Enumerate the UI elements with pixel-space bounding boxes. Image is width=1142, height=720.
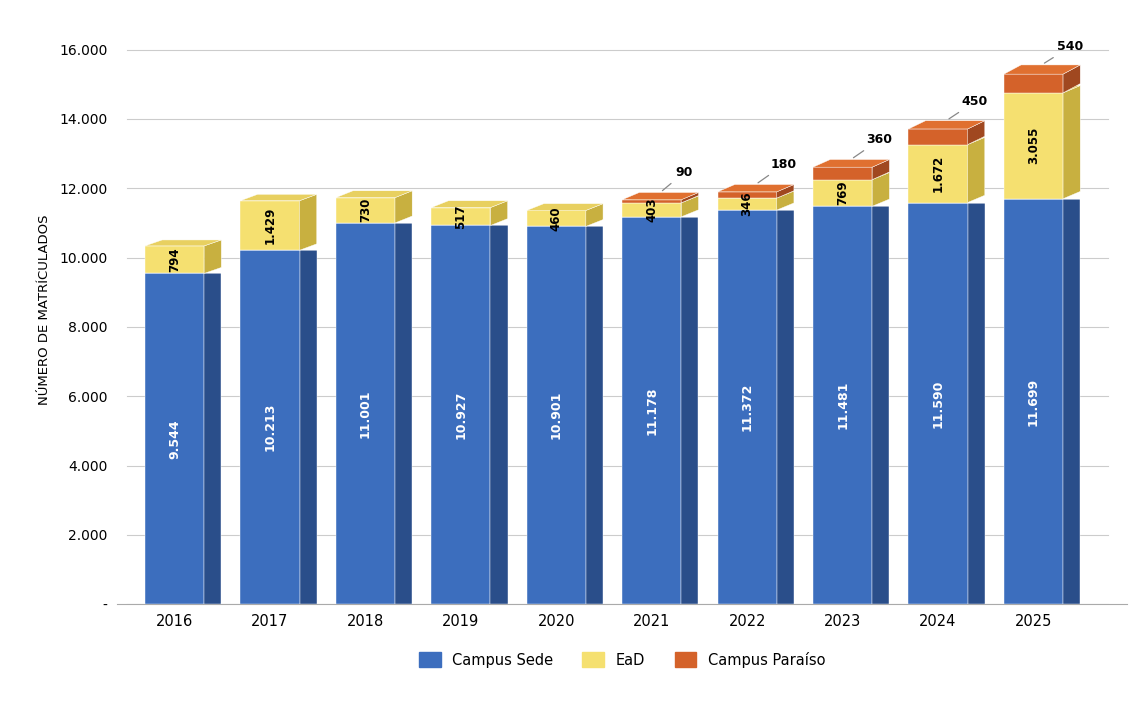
- Polygon shape: [717, 191, 794, 198]
- Text: 1.429: 1.429: [264, 207, 276, 244]
- Text: 11.001: 11.001: [359, 390, 372, 438]
- Text: 11.699: 11.699: [1027, 377, 1040, 426]
- Text: 794: 794: [168, 248, 182, 272]
- Bar: [336, 197, 395, 223]
- Polygon shape: [622, 196, 699, 203]
- Bar: [622, 203, 682, 217]
- Bar: [526, 210, 586, 226]
- Polygon shape: [872, 173, 890, 207]
- Bar: [145, 274, 204, 604]
- Bar: [432, 207, 490, 225]
- Polygon shape: [813, 173, 890, 179]
- Text: 10.213: 10.213: [264, 403, 276, 451]
- Polygon shape: [967, 121, 984, 145]
- Bar: [432, 225, 490, 604]
- Bar: [240, 251, 299, 604]
- Y-axis label: NÚMERO DE MATRÍCULADOS: NÚMERO DE MATRÍCULADOS: [38, 215, 51, 405]
- Polygon shape: [908, 121, 984, 129]
- Bar: [908, 202, 967, 604]
- Bar: [813, 207, 872, 604]
- Bar: [622, 217, 682, 604]
- Polygon shape: [682, 196, 699, 217]
- Polygon shape: [490, 201, 507, 225]
- Polygon shape: [145, 240, 222, 246]
- Polygon shape: [1063, 199, 1080, 604]
- Polygon shape: [777, 184, 794, 198]
- Text: 11.372: 11.372: [741, 383, 754, 431]
- Polygon shape: [1004, 65, 1080, 74]
- Polygon shape: [777, 210, 794, 604]
- Polygon shape: [813, 160, 890, 167]
- Bar: [908, 145, 967, 202]
- Text: 346: 346: [741, 192, 754, 217]
- Bar: [336, 223, 395, 604]
- Text: 403: 403: [645, 197, 658, 222]
- Text: 360: 360: [853, 133, 892, 158]
- Polygon shape: [717, 184, 794, 192]
- Polygon shape: [299, 194, 316, 251]
- Text: 517: 517: [455, 204, 467, 229]
- Bar: [813, 179, 872, 207]
- Polygon shape: [872, 207, 890, 604]
- Bar: [1004, 199, 1063, 604]
- Polygon shape: [1004, 86, 1080, 93]
- Polygon shape: [299, 251, 316, 604]
- Polygon shape: [586, 204, 603, 226]
- Text: 9.544: 9.544: [168, 419, 182, 459]
- Bar: [1004, 93, 1063, 199]
- Polygon shape: [432, 201, 507, 207]
- Polygon shape: [682, 192, 699, 203]
- Text: 1.672: 1.672: [932, 155, 944, 192]
- Polygon shape: [395, 223, 412, 604]
- Text: 11.178: 11.178: [645, 387, 658, 435]
- Text: 730: 730: [359, 198, 372, 222]
- Polygon shape: [490, 225, 507, 604]
- Polygon shape: [395, 191, 412, 223]
- Polygon shape: [682, 217, 699, 604]
- Polygon shape: [622, 192, 699, 199]
- Text: 769: 769: [836, 181, 850, 205]
- Text: 540: 540: [1045, 40, 1084, 63]
- Bar: [813, 167, 872, 179]
- Polygon shape: [872, 160, 890, 179]
- Bar: [717, 210, 777, 604]
- Text: 180: 180: [758, 158, 797, 183]
- Bar: [908, 129, 967, 145]
- Text: 90: 90: [662, 166, 693, 191]
- Polygon shape: [967, 202, 984, 604]
- Text: 3.055: 3.055: [1027, 127, 1040, 164]
- Polygon shape: [204, 274, 222, 604]
- Legend: Campus Sede, EaD, Campus Paraíso: Campus Sede, EaD, Campus Paraíso: [412, 646, 831, 673]
- Polygon shape: [336, 191, 412, 197]
- Polygon shape: [240, 194, 316, 201]
- Text: 460: 460: [549, 206, 563, 230]
- Bar: [717, 192, 777, 198]
- Polygon shape: [586, 226, 603, 604]
- Bar: [526, 226, 586, 604]
- Polygon shape: [777, 191, 794, 210]
- Text: 11.481: 11.481: [836, 381, 850, 429]
- Text: 11.590: 11.590: [932, 379, 944, 428]
- Bar: [1004, 74, 1063, 93]
- Polygon shape: [1063, 65, 1080, 93]
- Bar: [145, 246, 204, 274]
- Text: 450: 450: [949, 95, 988, 119]
- Polygon shape: [908, 138, 984, 145]
- Bar: [717, 198, 777, 210]
- Polygon shape: [967, 138, 984, 202]
- Polygon shape: [1063, 86, 1080, 199]
- Polygon shape: [526, 204, 603, 210]
- Text: 10.901: 10.901: [549, 391, 563, 439]
- Bar: [240, 201, 299, 251]
- Bar: [622, 199, 682, 203]
- Polygon shape: [204, 240, 222, 274]
- Text: 10.927: 10.927: [455, 391, 467, 439]
